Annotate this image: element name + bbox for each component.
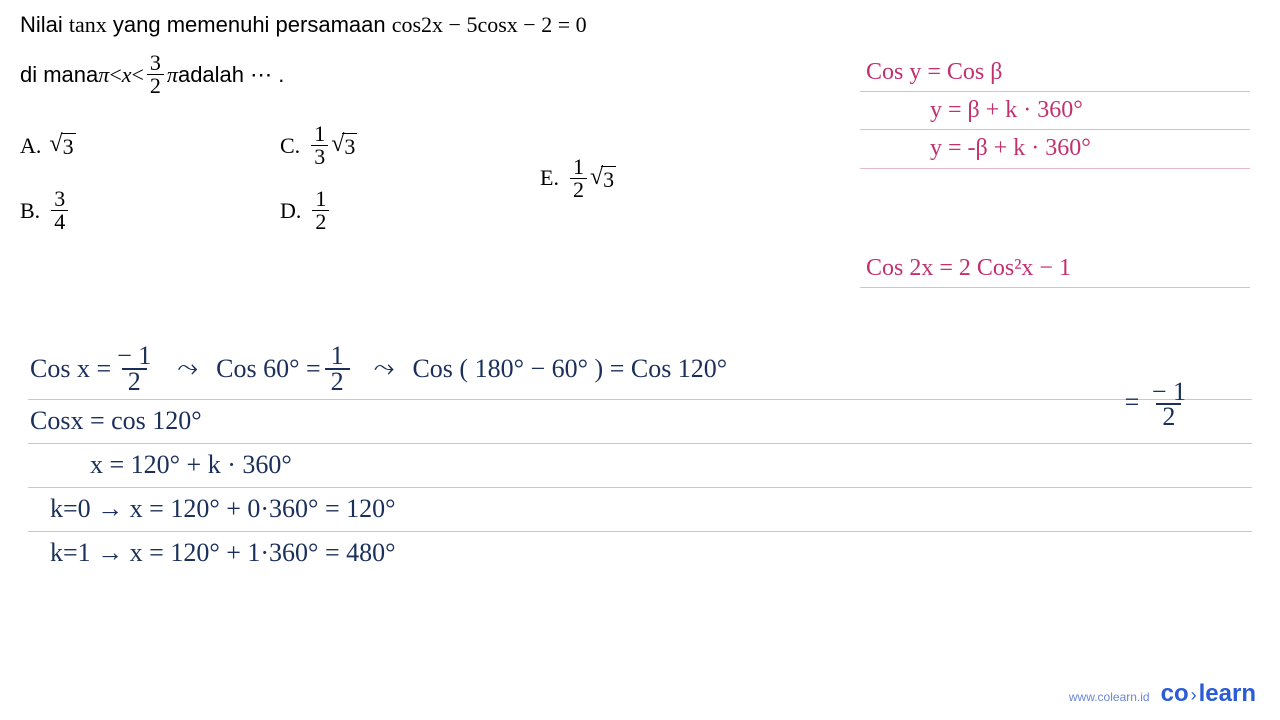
hand-line-1: Cos x = − 1 2 ⤳ Cos 60° = 1 2 ⤳ Cos ( 18… [28,340,1252,400]
q2-prefix: di mana [20,62,98,88]
q2-frac: 3 2 [147,52,164,97]
option-e-label: E. [540,165,559,191]
branding: www.colearn.id co›learn [1069,680,1256,708]
pink1-r2: y = β + k · 360° [860,92,1250,130]
hl1-den2: 2 [325,368,350,393]
question-line-1: Nilai tanx yang memenuhi persamaan cos2x… [20,12,1260,38]
pink1-r3: y = -β + k · 360° [860,130,1250,168]
q2-lt2: < [132,62,144,88]
q2-x: x [122,62,132,88]
q-equation: cos2x − 5cosx − 2 = 0 [392,12,587,37]
hl1-a: Cos x = [30,354,111,384]
hl1-num2: 1 [329,344,346,367]
option-e-frac: 1 2 [570,156,587,201]
option-a: A. √ 3 [20,123,280,168]
q2-frac-num: 3 [147,52,164,74]
option-a-label: A. [20,133,41,159]
hand-line-4: k=0 → x = 120° + 0·360° = 120° [28,488,1252,532]
option-a-arg: 3 [61,133,76,160]
hand-line-2: Cosx = cos 120° [28,400,1252,444]
option-b-num: 3 [51,188,68,210]
option-c-arg: 3 [342,133,357,160]
option-b: B. 3 4 [20,188,280,233]
option-e-arg: 3 [601,166,616,193]
arrow-icon: ⤳ [374,353,393,384]
option-b-frac: 3 4 [51,188,68,233]
option-e-sqrt: √ 3 [590,164,616,193]
q2-frac-den: 2 [147,74,164,97]
option-c-den: 3 [311,145,328,168]
option-b-den: 4 [51,210,68,233]
brand-dot-icon: › [1191,685,1197,705]
hl1-num1: − 1 [115,344,153,367]
hl3: x = 120° + k · 360° [30,450,292,480]
option-e-num: 1 [570,156,587,178]
option-c-num: 1 [311,123,328,145]
q2-pi2: π [167,62,178,88]
hand-line-3: x = 120° + k · 360° [28,444,1252,488]
handwriting-area: Cos x = − 1 2 ⤳ Cos 60° = 1 2 ⤳ Cos ( 18… [28,340,1252,576]
q-tanx: tanx [69,12,107,37]
q2-suffix: adalah ⋯ . [178,62,284,88]
hl2: Cosx = cos 120° [30,406,202,436]
hl5: k=1 → x = 120° + 1·360° = 480° [30,538,396,568]
option-b-label: B. [20,198,40,224]
q2-pi1: π [98,62,109,88]
option-d-label: D. [280,198,301,224]
option-c-sqrt: √ 3 [331,131,357,160]
hl1-b: Cos 60° = [216,354,321,384]
q-mid: yang memenuhi persamaan [107,12,392,37]
option-a-sqrt: √ 3 [49,131,75,160]
hl1-d: Cos ( 180° − 60° ) = Cos 120° [412,354,727,384]
hl4: k=0 → x = 120° + 0·360° = 120° [30,494,396,524]
q-prefix: Nilai [20,12,69,37]
option-c-frac: 1 3 [311,123,328,168]
option-c-label: C. [280,133,300,159]
pink2-r1: Cos 2x = 2 Cos²x − 1 [860,250,1250,288]
option-e: E. 1 2 √ 3 [540,156,740,201]
hl1-frac1: − 1 2 [115,344,153,393]
brand-co: co [1161,680,1189,707]
hl1-den1: 2 [122,368,147,393]
pink-note-double-angle: Cos 2x = 2 Cos²x − 1 [860,250,1250,288]
arrow-icon: ⤳ [177,353,196,384]
option-e-den: 2 [570,178,587,201]
option-d-frac: 1 2 [312,188,329,233]
q2-lt1: < [109,62,121,88]
brand-url: www.colearn.id [1069,690,1150,704]
option-d-den: 2 [312,210,329,233]
pink1-r1: Cos y = Cos β [860,54,1250,92]
brand-learn: learn [1199,680,1256,707]
option-d-num: 1 [312,188,329,210]
option-d: D. 1 2 [280,188,540,233]
pink-note-cos-identity: Cos y = Cos β y = β + k · 360° y = -β + … [860,54,1250,169]
option-c: C. 1 3 √ 3 [280,123,540,168]
hand-line-5: k=1 → x = 120° + 1·360° = 480° [28,532,1252,576]
hl1-frac2: 1 2 [325,344,350,393]
